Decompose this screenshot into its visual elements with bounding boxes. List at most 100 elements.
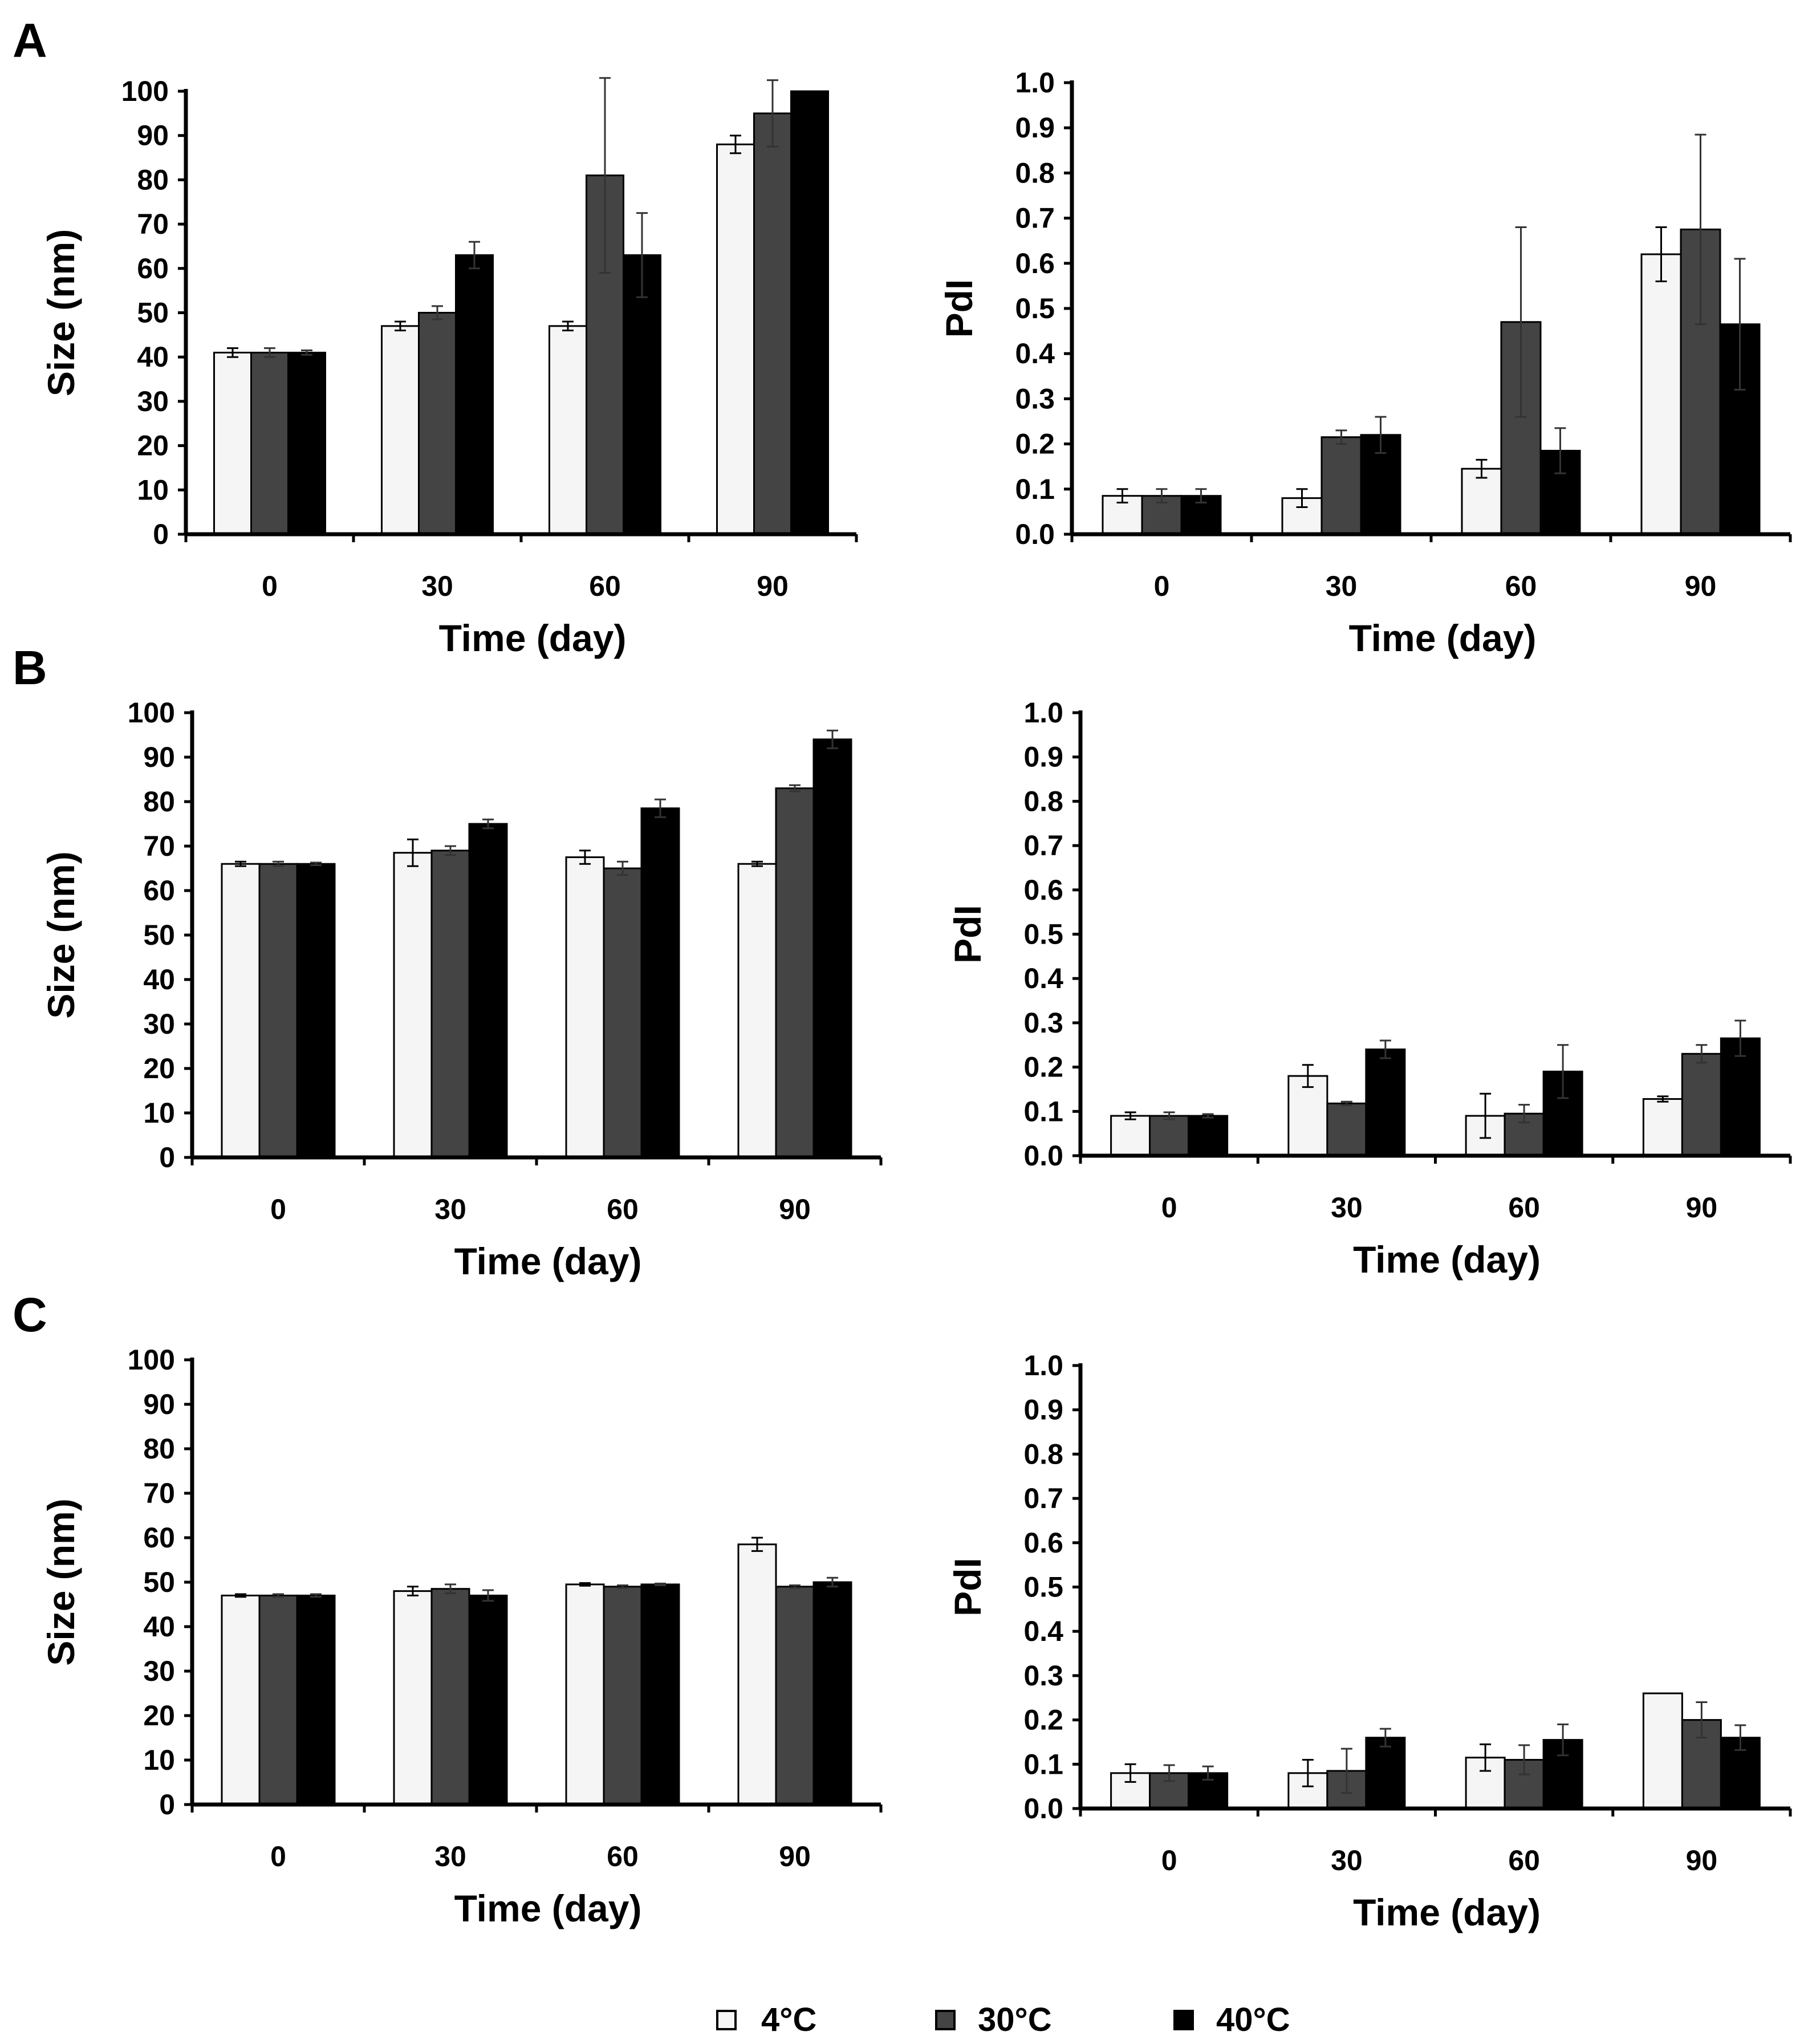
chart-b-size-errorbar-30-s2	[482, 818, 494, 830]
legend: 4°C 30°C 40°C	[716, 2001, 1290, 2038]
legend-label-4c: 4°C	[761, 2001, 816, 2038]
chart-a-pdi-xtick-label: 90	[1685, 570, 1717, 602]
chart-c-pdi-xtick-label: 30	[1331, 1844, 1363, 1876]
chart-b-pdi-ytick-label: 0.8	[1023, 785, 1063, 817]
chart-b-size-ytick-label: 0	[159, 1141, 175, 1173]
chart-c-size-errorbar-0-s2	[310, 1593, 322, 1598]
chart-b-size: 0 10 20 30 40 50 60 70 80 90 100 0 30 60 90 Time (day) S…	[40, 697, 883, 1282]
chart-a-size: 0 10 20 30 40 50 60 70 80 90 100 0 30 60 90 Time (day) S…	[40, 75, 858, 659]
chart-b-size-ytick-label: 50	[143, 919, 175, 951]
chart-a-size-errorbar-60-s1	[599, 77, 611, 274]
chart-c-size-ytick-label: 100	[128, 1344, 175, 1376]
chart-a-size-ytick-label: 60	[137, 253, 169, 285]
legend-label-30c: 30°C	[978, 2001, 1052, 2038]
chart-c-pdi-ytick-label: 0.1	[1023, 1748, 1063, 1780]
chart-c-size-ytick-label: 20	[143, 1700, 175, 1732]
chart-a-pdi-ytick-label: 0.7	[1015, 202, 1055, 234]
chart-c-size-errorbar-60-s1	[617, 1584, 628, 1589]
chart-c-size-ytick-label: 0	[159, 1789, 175, 1820]
chart-a-size-xlabel: Time (day)	[439, 617, 627, 659]
chart-b-pdi-errorbar-0-s0	[1124, 1111, 1136, 1120]
chart-b-size-ylabel: Size (nm)	[40, 851, 82, 1018]
chart-c-size-bar-30-s1	[430, 1588, 470, 1806]
chart-b-size-bar-30-s0	[393, 852, 433, 1159]
chart-c-pdi-xtick-label: 90	[1686, 1844, 1718, 1876]
chart-b-size-errorbar-30-s1	[445, 845, 456, 856]
chart-c-pdi-bar-90-s0	[1642, 1692, 1683, 1810]
chart-b-size-xlabel: Time (day)	[454, 1240, 642, 1282]
chart-c-size: 0 10 20 30 40 50 60 70 80 90 100 0 30 60 90 Time (day) S…	[40, 1344, 883, 1929]
panel-letter-c: C	[13, 1288, 47, 1342]
chart-b-size-bar-60-s0	[565, 856, 605, 1159]
chart-c-size-errorbar-90-s0	[751, 1537, 763, 1552]
legend-label-40c: 40°C	[1216, 2001, 1290, 2038]
chart-b-pdi-bar-0-s1	[1149, 1115, 1190, 1157]
chart-a-size-errorbar-60-s2	[636, 212, 648, 298]
chart-c-pdi-ylabel: PdI	[946, 1558, 989, 1616]
chart-c-size-bar-90-s2	[812, 1581, 852, 1806]
chart-a-size-bar-90-s2	[790, 90, 829, 535]
chart-b-size-errorbar-0-s0	[235, 860, 246, 867]
chart-b-pdi-bar-0-s2	[1188, 1115, 1229, 1157]
chart-b-pdi-xlabel: Time (day)	[1353, 1238, 1541, 1281]
chart-a-size-errorbar-90-s0	[730, 135, 741, 155]
chart-c-size-ytick-label: 60	[143, 1522, 175, 1554]
chart-b-size-ytick-label: 70	[143, 830, 175, 862]
chart-c-size-ytick-label: 40	[143, 1611, 175, 1643]
chart-a-pdi-xtick-label: 30	[1326, 570, 1358, 602]
chart-c-pdi-xlabel: Time (day)	[1353, 1891, 1541, 1933]
chart-a-pdi: 0.0 0.1 0.2 0.3 0.4 0.5 0.6 0.7 0.8 0.9 1.0 0 30 60 90…	[938, 67, 1792, 659]
chart-a-pdi-errorbar-0-s1	[1156, 488, 1168, 504]
legend-swatch-40c	[1173, 2010, 1194, 2030]
panel-letter-a: A	[13, 14, 47, 67]
chart-a-size-ytick-label: 90	[137, 120, 169, 152]
chart-a-size-errorbar-30-s0	[395, 320, 406, 332]
chart-a-pdi-errorbar-0-s2	[1195, 488, 1207, 504]
chart-a-pdi-ytick-label: 0.8	[1015, 157, 1055, 189]
chart-a-size-xtick-label: 90	[757, 570, 789, 602]
chart-c-size-errorbar-90-s1	[789, 1584, 801, 1589]
chart-b-pdi-errorbar-90-s2	[1734, 1019, 1746, 1057]
chart-c-pdi-ytick-label: 0.0	[1023, 1793, 1063, 1824]
chart-c-size-ytick-label: 10	[143, 1744, 175, 1776]
chart-b-pdi-ytick-label: 0.7	[1023, 830, 1063, 862]
chart-c-size-bar-0-s1	[258, 1594, 298, 1806]
chart-a-size-ytick-label: 30	[137, 385, 169, 417]
chart-c-pdi-xtick-label: 60	[1508, 1844, 1540, 1876]
chart-a-size-bar-60-s2	[623, 254, 661, 535]
chart-a-size-errorbar-0-s0	[227, 347, 238, 358]
chart-c-pdi-bar-30-s2	[1365, 1737, 1406, 1810]
chart-b-size-bar-0-s1	[258, 863, 298, 1159]
chart-c-size-ytick-label: 50	[143, 1566, 175, 1598]
chart-a-pdi-ytick-label: 0.9	[1015, 112, 1055, 144]
chart-a-size-bar-0-s0	[213, 351, 252, 535]
chart-c-pdi-ytick-label: 0.2	[1023, 1704, 1063, 1736]
chart-c-pdi-errorbar-60-s0	[1480, 1743, 1492, 1772]
chart-a-size-bar-30-s2	[455, 254, 494, 535]
chart-b-pdi-errorbar-30-s1	[1340, 1100, 1352, 1106]
chart-c-size-bar-90-s1	[775, 1586, 815, 1806]
chart-c-size-bar-0-s0	[221, 1594, 261, 1806]
chart-a-size-errorbar-30-s1	[432, 305, 443, 320]
chart-c-pdi-ytick-label: 1.0	[1023, 1350, 1063, 1381]
chart-a-pdi-ytick-label: 0.1	[1015, 473, 1055, 505]
chart-a-pdi-errorbar-60-s0	[1476, 458, 1488, 479]
chart-c-pdi-ytick-label: 0.9	[1023, 1394, 1063, 1426]
chart-c-pdi-ytick-label: 0.6	[1023, 1527, 1063, 1559]
chart-b-size-ytick-label: 100	[128, 697, 175, 729]
chart-b-size-ytick-label: 20	[143, 1053, 175, 1084]
chart-b-pdi-xtick-label: 0	[1161, 1192, 1177, 1224]
chart-a-size-bar-0-s1	[250, 351, 289, 535]
chart-c-pdi-errorbar-30-s0	[1302, 1759, 1314, 1787]
chart-c-size-xtick-label: 60	[607, 1840, 639, 1872]
chart-c-size-errorbar-30-s1	[445, 1583, 456, 1594]
chart-a-pdi-bar-90-s0	[1640, 253, 1682, 535]
chart-b-size-bar-90-s2	[812, 738, 852, 1159]
chart-a-size-errorbar-0-s2	[301, 350, 312, 356]
chart-b-pdi-xtick-label: 90	[1686, 1192, 1718, 1224]
chart-c-pdi-errorbar-90-s1	[1696, 1701, 1708, 1739]
legend-swatch-30c	[935, 2010, 956, 2030]
chart-b-pdi: 0.0 0.1 0.2 0.3 0.4 0.5 0.6 0.7 0.8 0.9 1.0 0 30 60 90…	[946, 697, 1792, 1281]
chart-b-size-errorbar-60-s0	[579, 850, 591, 865]
chart-b-size-bar-60-s1	[603, 867, 643, 1159]
